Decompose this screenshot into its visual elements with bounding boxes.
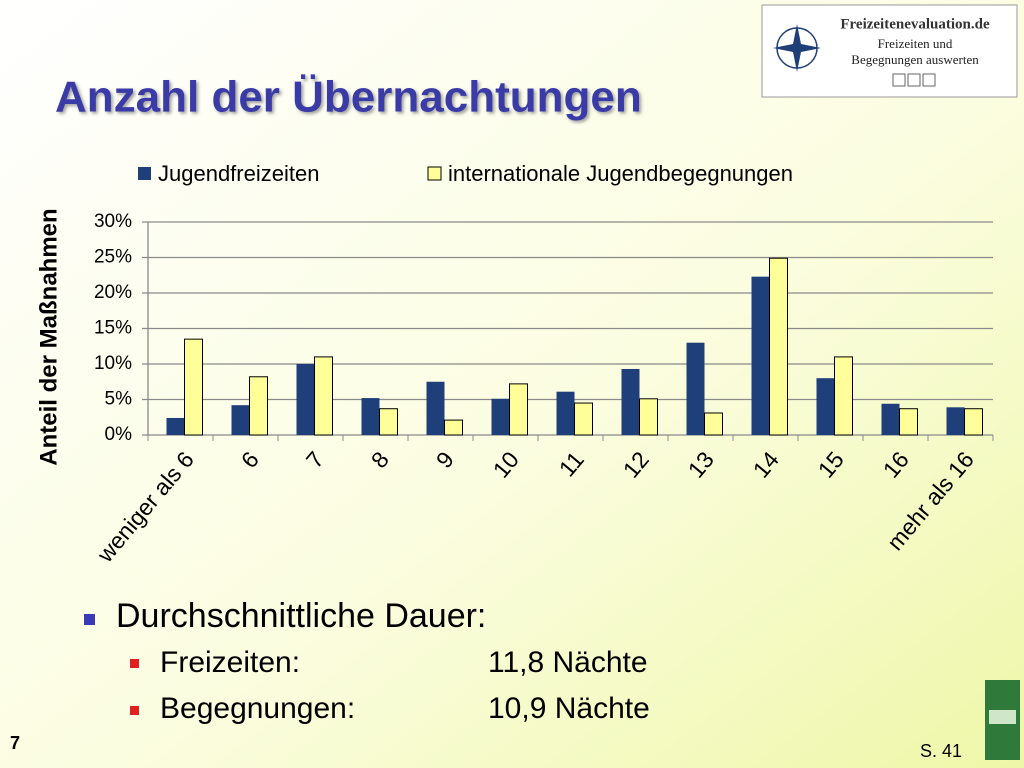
subbullet-label: Freizeiten: <box>160 646 300 679</box>
logo-icon <box>922 73 936 87</box>
logo-icon <box>892 73 906 87</box>
subbullet-value: 11,8 Nächte <box>488 646 648 679</box>
bar <box>231 405 250 435</box>
logo: Freizeitenevaluation.de Freizeiten und B… <box>761 4 1018 98</box>
y-tick-label: 30% <box>94 211 132 232</box>
bar <box>751 276 770 435</box>
bar <box>816 378 835 435</box>
bar <box>184 338 203 436</box>
y-axis-label: Anteil der Maßnahmen <box>35 208 62 465</box>
logo-line: Begegnungen auswerten <box>851 52 979 67</box>
compass-star <box>773 24 821 72</box>
subbullet-label: Begegnungen: <box>160 692 355 725</box>
logo-line: Freizeiten und <box>878 36 953 51</box>
bullet-text: Durchschnittliche Dauer: <box>116 597 486 635</box>
legend-swatch <box>427 166 442 181</box>
legend-label: internationale Jugendbegegnungen <box>448 161 793 186</box>
subbullet-value: 10,9 Nächte <box>488 692 650 725</box>
bar <box>379 408 398 436</box>
bar <box>639 398 658 436</box>
bar <box>686 342 705 435</box>
bar <box>769 257 788 436</box>
bar <box>296 364 315 435</box>
bar <box>964 408 983 436</box>
y-tick-label: 0% <box>105 424 133 445</box>
book-label <box>989 710 1016 724</box>
logo-icon <box>907 73 921 87</box>
bar <box>881 403 900 435</box>
bar <box>946 407 965 435</box>
slide-number: 7 <box>10 733 20 753</box>
bar <box>314 356 333 436</box>
bullet <box>130 706 139 715</box>
bar <box>556 391 575 435</box>
logo-name: Freizeitenevaluation.de <box>840 16 990 32</box>
y-tick-label: 5% <box>105 389 133 410</box>
bullet <box>84 614 95 625</box>
page-ref: S. 41 <box>920 741 962 761</box>
y-tick-label: 20% <box>94 282 132 303</box>
bar <box>444 419 463 436</box>
bar <box>426 381 445 435</box>
y-tick-label: 25% <box>94 247 132 268</box>
bar <box>899 408 918 436</box>
bar <box>166 417 185 435</box>
bar <box>249 376 268 436</box>
bar <box>621 368 640 435</box>
slide-title: Anzahl der Übernachtungen <box>55 73 642 122</box>
legend-swatch <box>138 167 151 180</box>
bar <box>361 398 380 435</box>
bullet <box>130 659 139 668</box>
bar <box>491 398 510 435</box>
bar <box>834 356 853 436</box>
bar <box>509 383 528 436</box>
y-tick-label: 15% <box>94 318 132 339</box>
y-tick-label: 10% <box>94 353 132 374</box>
bar <box>574 402 593 436</box>
legend-label: Jugendfreizeiten <box>158 161 319 186</box>
bar <box>704 412 723 436</box>
